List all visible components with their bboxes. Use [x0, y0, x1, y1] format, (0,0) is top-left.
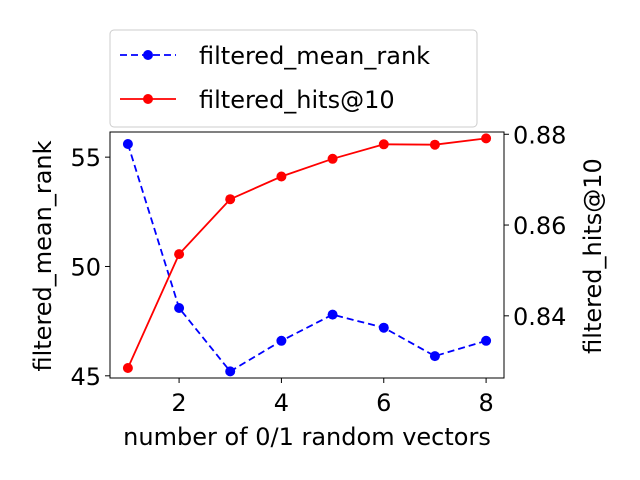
- x-axis-label: number of 0/1 random vectors: [123, 423, 491, 451]
- legend-marker-hits: [143, 94, 153, 104]
- right-y-axis-label: filtered_hits@10: [579, 158, 607, 354]
- left-y-tick-label: 45: [70, 363, 101, 391]
- point-hits-at-10-7: [429, 139, 440, 150]
- right-y-tick-label: 0.88: [513, 121, 566, 149]
- point-hits-at-10-5: [327, 153, 338, 164]
- left-y-tick-label: 50: [70, 253, 101, 281]
- legend-marker-mean-rank: [143, 50, 153, 60]
- point-hits-at-10-6: [378, 139, 389, 150]
- legend-frame: [109, 29, 478, 128]
- right-y-tick-label: 0.84: [513, 303, 566, 331]
- tick-layer: 2 4 6 8 45 50 55 0.84 0.86 0.88: [70, 121, 566, 417]
- x-tick-label: 4: [274, 389, 289, 417]
- point-mean-rank-4: [276, 335, 287, 346]
- point-mean-rank-1: [122, 139, 133, 149]
- left-y-tick-label: 55: [70, 144, 101, 172]
- point-hits-at-10-3: [225, 194, 236, 205]
- point-hits-at-10-8: [481, 133, 492, 144]
- plot-layer: [122, 133, 492, 377]
- point-mean-rank-8: [481, 335, 492, 346]
- point-mean-rank-5: [327, 309, 338, 320]
- x-tick-label: 6: [376, 389, 391, 417]
- point-hits-at-10-2: [174, 249, 185, 260]
- point-mean-rank-7: [429, 351, 440, 362]
- point-mean-rank-6: [378, 322, 389, 333]
- point-hits-at-10-4: [276, 171, 287, 182]
- legend: filtered_mean_rank filtered_hits@10: [109, 29, 478, 128]
- legend-label-hits: filtered_hits@10: [199, 86, 395, 114]
- legend-label-mean-rank: filtered_mean_rank: [199, 42, 430, 70]
- point-hits-at-10-1: [122, 363, 133, 373]
- series-line-mean-rank: [127, 143, 487, 373]
- plot-frame: [109, 131, 505, 379]
- x-tick-label: 8: [478, 389, 493, 417]
- point-mean-rank-3: [225, 366, 236, 377]
- right-y-tick-label: 0.86: [513, 212, 566, 240]
- left-y-axis-label: filtered_mean_rank: [29, 140, 57, 371]
- point-mean-rank-2: [174, 303, 185, 313]
- x-tick-label: 2: [171, 389, 186, 417]
- series-line-hits-at-10: [127, 137, 487, 369]
